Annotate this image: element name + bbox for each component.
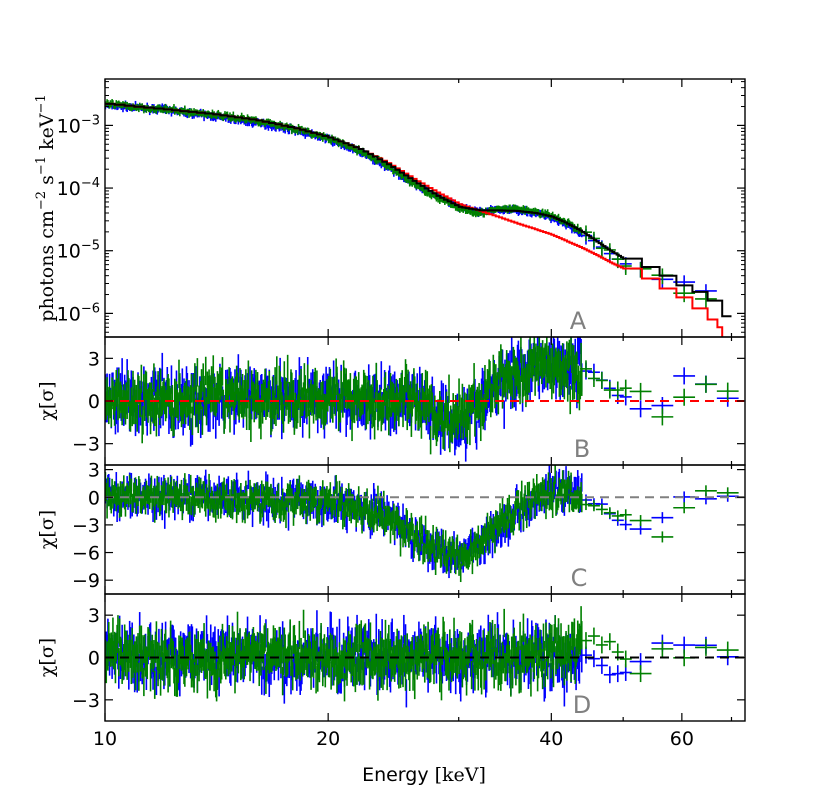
error-bar-mark xyxy=(629,515,652,527)
plot-area-panel-a xyxy=(105,99,732,337)
y-tick-label: 3 xyxy=(88,348,100,370)
y-tick-label: 0 xyxy=(88,648,100,670)
error-bar-mark xyxy=(619,509,632,521)
error-bar-mark xyxy=(611,665,624,683)
panel-tag-b: B xyxy=(574,435,590,463)
error-bar-mark xyxy=(611,381,624,399)
y-tick-label: 10−6 xyxy=(57,301,100,325)
error-bar-mark xyxy=(603,666,616,684)
plot-area-panel-b xyxy=(105,337,739,462)
panel-tag-c: C xyxy=(571,564,588,592)
error-bar-mark xyxy=(673,388,696,406)
error-bar-mark xyxy=(603,633,616,651)
series-green-panel-b xyxy=(105,337,739,455)
error-bar-mark xyxy=(651,408,674,426)
y-axis-title-panel-d: χ[σ] xyxy=(36,638,58,677)
error-bar-mark xyxy=(629,382,652,400)
error-bar-mark xyxy=(595,503,608,515)
model-line-black xyxy=(105,102,732,318)
y-tick-label: −3 xyxy=(72,515,100,537)
error-bar-mark xyxy=(603,507,616,519)
error-bar-mark xyxy=(595,371,608,389)
error-bar-mark xyxy=(619,379,632,397)
error-bar-mark xyxy=(695,292,717,308)
error-bar-mark xyxy=(716,382,739,400)
error-bar-mark xyxy=(629,262,652,278)
series-green-panel-c xyxy=(105,465,739,583)
error-bar-mark xyxy=(629,665,652,683)
y-tick-label: −3 xyxy=(72,690,100,712)
error-bar-mark xyxy=(587,369,600,387)
x-tick-label: 60 xyxy=(670,728,694,750)
error-bar-mark xyxy=(579,498,592,511)
y-tick-label: 0 xyxy=(88,487,100,509)
x-tick-label: 40 xyxy=(539,728,563,750)
x-tick-label: 20 xyxy=(316,728,340,750)
panel-tag-d: D xyxy=(573,691,591,719)
y-axis-title-panel-c: χ[σ] xyxy=(36,510,58,549)
error-bar-mark xyxy=(595,656,608,674)
error-bar-mark xyxy=(651,531,674,543)
error-bar-mark xyxy=(629,400,652,418)
y-tick-label: −3 xyxy=(72,434,100,456)
error-bar-mark xyxy=(619,650,632,668)
model-line-red xyxy=(105,102,724,337)
error-bar-mark xyxy=(651,512,674,524)
series-green-panel-d xyxy=(105,606,739,702)
error-bar-mark xyxy=(587,627,600,645)
error-bar-mark xyxy=(611,510,624,522)
plot-area-panel-c xyxy=(105,465,739,583)
series-green-panel-a xyxy=(105,99,717,308)
y-tick-label: 10−3 xyxy=(57,113,100,137)
error-bar-mark xyxy=(695,638,717,656)
error-bar-mark xyxy=(587,650,600,668)
error-bar-mark xyxy=(587,500,600,512)
plot-area-panel-d xyxy=(105,606,739,708)
y-axis-title-panel-a: photons cm−2 s−1 keV−1 xyxy=(34,94,58,321)
error-bar-mark xyxy=(716,641,739,659)
panel-tag-a: A xyxy=(570,307,587,335)
error-bar-mark xyxy=(695,485,717,497)
y-tick-label: 0 xyxy=(88,391,100,413)
error-bar-mark xyxy=(619,519,632,531)
error-bar-mark xyxy=(579,632,592,650)
error-bar-mark xyxy=(673,367,696,385)
error-bar-mark xyxy=(673,502,696,514)
y-tick-label: 10−5 xyxy=(57,239,100,263)
error-bar-mark xyxy=(695,375,717,393)
x-axis-unit: [keV] xyxy=(435,764,486,786)
error-bar-mark xyxy=(595,636,608,654)
frame-panel-a xyxy=(104,78,746,338)
error-bar-mark xyxy=(651,640,674,658)
y-axis-title-panel-b: χ[σ] xyxy=(36,381,58,420)
x-tick-label: 10 xyxy=(93,728,117,750)
y-tick-label: 3 xyxy=(88,605,100,627)
y-tick-label: −9 xyxy=(72,570,100,592)
y-tick-label: 10−4 xyxy=(57,176,100,200)
y-tick-label: 3 xyxy=(88,460,100,482)
y-tick-label: −6 xyxy=(72,543,100,565)
x-axis-title: Energy [keV] xyxy=(362,764,486,786)
error-bar-mark xyxy=(579,646,592,664)
error-bar-mark xyxy=(579,360,592,378)
